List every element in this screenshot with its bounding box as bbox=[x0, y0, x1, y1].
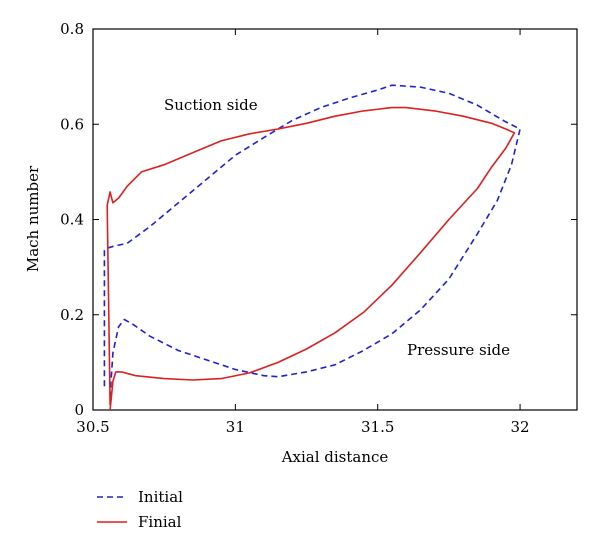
y-axis-title: Mach number bbox=[24, 165, 42, 272]
x-tick-label: 30.5 bbox=[76, 418, 109, 436]
y-tick-label: 0.2 bbox=[60, 306, 84, 324]
y-tick-label: 0.8 bbox=[60, 20, 84, 38]
annotation-pressure-side: Pressure side bbox=[407, 341, 510, 359]
y-tick-label: 0.6 bbox=[60, 115, 84, 133]
series-layer bbox=[103, 84, 521, 411]
x-axis-title: Axial distance bbox=[281, 448, 389, 466]
axis-ticks: 30.5 31 31.5 32 0 0.2 0.4 0.6 0.8 bbox=[60, 20, 577, 436]
series-line-initial bbox=[103, 84, 521, 396]
x-tick-label: 31 bbox=[226, 418, 245, 436]
series-line-finial bbox=[106, 106, 516, 411]
y-tick-label: 0 bbox=[74, 401, 84, 419]
legend-label-initial: Initial bbox=[138, 488, 183, 506]
annotation-suction-side: Suction side bbox=[164, 96, 258, 114]
x-tick-label: 32 bbox=[511, 418, 530, 436]
legend-label-finial: Finial bbox=[138, 513, 182, 531]
x-tick-label: 31.5 bbox=[361, 418, 394, 436]
y-tick-label: 0.4 bbox=[60, 211, 84, 229]
legend: Initial Finial bbox=[97, 488, 183, 531]
